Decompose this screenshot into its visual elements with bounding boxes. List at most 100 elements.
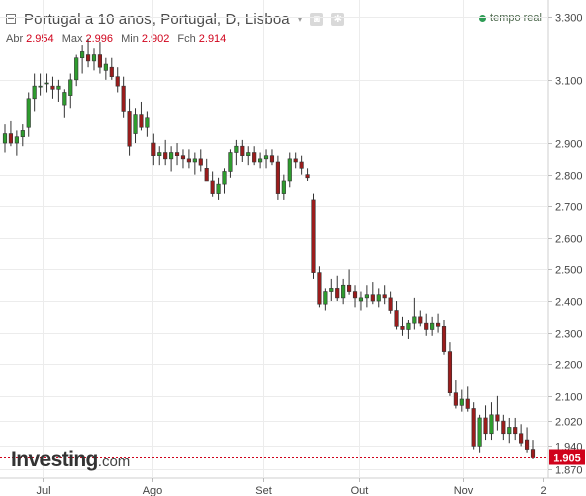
candle-body xyxy=(139,114,144,128)
candle-body xyxy=(186,158,191,163)
chevron-down-icon[interactable]: ▾ xyxy=(297,13,303,24)
candle-body xyxy=(495,414,500,422)
candle xyxy=(406,320,411,339)
candle-body xyxy=(471,408,476,447)
open-label: Abr xyxy=(6,33,24,45)
candle xyxy=(44,73,49,93)
candle xyxy=(163,139,168,166)
candle-body xyxy=(281,180,286,194)
candle-body xyxy=(234,145,239,153)
candle xyxy=(441,320,447,355)
candle-body xyxy=(252,152,257,163)
candle-body xyxy=(91,54,97,62)
candle xyxy=(198,149,203,172)
candle-body xyxy=(501,420,506,435)
candle xyxy=(489,402,494,441)
candle-body xyxy=(210,180,215,194)
candle xyxy=(216,177,221,200)
candle xyxy=(133,108,138,144)
candle xyxy=(68,73,73,109)
candle xyxy=(127,98,132,156)
y-axis: 3.300 3.100 2.900 2.800 2.700 2.600 2.500 2.400… xyxy=(548,13,583,477)
y-tick-label: 2.600 xyxy=(555,234,583,246)
candle-body xyxy=(477,417,482,447)
candle xyxy=(169,146,174,172)
candle xyxy=(471,402,476,450)
gear-icon[interactable]: ✱ xyxy=(331,12,345,26)
candle-body xyxy=(216,183,221,194)
candle-body xyxy=(447,351,453,393)
candle-body xyxy=(513,427,518,435)
candle-body xyxy=(335,288,340,299)
candle xyxy=(151,133,156,166)
candle-body xyxy=(222,171,227,185)
candle xyxy=(311,193,316,279)
candle xyxy=(32,73,37,112)
candle xyxy=(382,285,387,305)
collapse-icon[interactable] xyxy=(6,14,16,24)
candle-body xyxy=(453,392,458,406)
candle xyxy=(174,143,180,166)
candle-body xyxy=(204,168,209,182)
candle xyxy=(293,152,298,169)
candle xyxy=(317,266,322,308)
candle-body xyxy=(530,449,536,458)
y-tick-label: 2.400 xyxy=(555,297,583,309)
candle-body xyxy=(435,322,441,327)
x-tick-label: Ago xyxy=(143,485,163,496)
candle-body xyxy=(394,310,399,327)
candle-body xyxy=(180,155,186,160)
candle xyxy=(430,316,435,336)
candle-body xyxy=(38,85,43,88)
camera-icon[interactable]: ◙ xyxy=(310,12,324,26)
candle-body xyxy=(305,174,310,179)
candle-body xyxy=(74,57,79,81)
candle xyxy=(453,380,458,409)
candle-body xyxy=(507,427,512,435)
candle-body xyxy=(62,92,67,106)
candle xyxy=(269,149,275,166)
y-tick-label: 3.100 xyxy=(555,76,583,88)
candle xyxy=(347,269,352,295)
candle xyxy=(388,291,393,314)
candle xyxy=(228,149,233,178)
candle-body xyxy=(459,398,464,406)
logo-suffix: .com xyxy=(97,453,131,470)
candle xyxy=(495,395,500,431)
candle-body xyxy=(127,111,132,147)
y-tick-label: 2.200 xyxy=(555,360,583,372)
candle-body xyxy=(400,326,405,330)
candle-body xyxy=(275,161,280,194)
x-tick-label: Jul xyxy=(36,485,50,496)
y-tick-label: 2.300 xyxy=(555,329,583,341)
candle-body xyxy=(424,322,429,330)
ohlc-readout: Abr 2.954 Max 2.996 Min 2.902 Fch 2.914 xyxy=(6,33,231,45)
candle-body xyxy=(174,152,180,156)
candle-body xyxy=(347,284,352,292)
candle-body xyxy=(293,158,298,163)
candle-body xyxy=(228,152,233,172)
candle xyxy=(459,389,464,412)
y-tick-label: 2.800 xyxy=(555,171,583,183)
candle-body xyxy=(364,294,369,299)
candle xyxy=(192,152,197,175)
candle-body xyxy=(519,433,524,444)
candle-body xyxy=(26,98,31,128)
x-tick-label: Nov xyxy=(454,485,474,496)
candle-body xyxy=(406,322,411,330)
candle xyxy=(447,342,453,396)
candle xyxy=(465,386,470,412)
x-tick-label: Out xyxy=(351,485,369,496)
candle-body xyxy=(524,439,530,450)
candle-body xyxy=(317,272,322,305)
candle-body xyxy=(85,54,91,62)
candle xyxy=(62,89,67,118)
candle-body xyxy=(287,158,292,182)
candle xyxy=(204,158,209,182)
candle-body xyxy=(258,158,263,163)
candle xyxy=(507,417,512,444)
close-label: Fch xyxy=(177,33,196,45)
candle-body xyxy=(169,152,174,160)
candle xyxy=(299,155,304,175)
